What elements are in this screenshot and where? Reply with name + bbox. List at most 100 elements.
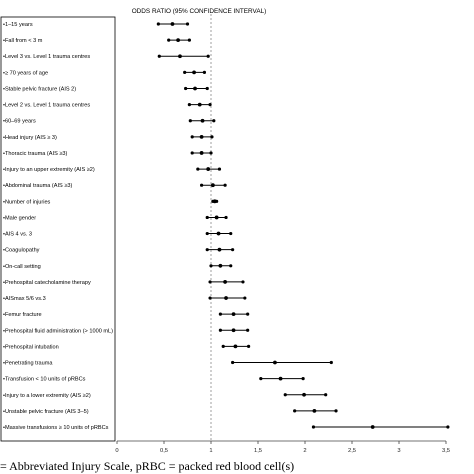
ci-endpoint <box>218 328 222 332</box>
ci-endpoint <box>231 360 235 365</box>
odds-ratio-point <box>210 183 215 188</box>
row-label: •Abdominal trauma (AIS ≥3) <box>3 183 73 189</box>
ci-endpoint <box>229 231 233 236</box>
odds-ratio-point <box>214 215 219 220</box>
x-tick-label: 0,5 <box>160 448 168 454</box>
odds-ratio-point <box>212 199 217 204</box>
row-label: •Male gender <box>3 215 36 221</box>
row-label: •Unstable pelvic fracture (AIS 3–5) <box>3 409 89 415</box>
row-label: •On-call setting <box>3 264 41 270</box>
ci-endpoint <box>188 119 192 123</box>
odds-ratio-point <box>178 54 182 59</box>
x-tick-label: 1,5 <box>254 448 262 454</box>
x-tick-label: 2 <box>303 448 306 454</box>
ci-endpoint <box>231 248 235 252</box>
label-panel <box>0 16 116 442</box>
row-label: •Transfusion < 10 units of pRBCs <box>3 377 86 383</box>
odds-ratio-point <box>233 344 238 349</box>
odds-ratio-point <box>170 22 175 26</box>
x-tick-label: 0 <box>115 448 118 454</box>
row-label: •Prehospital fluid administration (> 100… <box>3 328 113 334</box>
ci-endpoint <box>200 183 204 187</box>
ci-endpoint <box>157 54 161 58</box>
row-label: •Femur fracture <box>3 312 42 318</box>
ci-endpoint <box>334 409 338 413</box>
ci-endpoint <box>184 86 188 91</box>
ci-endpoint <box>206 54 210 58</box>
x-tick-label: 2,5 <box>348 448 356 454</box>
row-label: •Head injury (AIS ≥ 3) <box>3 135 57 141</box>
confidence-intervals <box>156 22 450 429</box>
odds-ratio-point <box>200 118 205 123</box>
ci-endpoint <box>311 425 316 429</box>
ci-endpoint <box>205 248 209 252</box>
x-tick-label: 3 <box>397 448 400 454</box>
ci-endpoint <box>167 38 171 42</box>
row-label: •Prehospital catecholamine therapy <box>3 280 91 286</box>
x-tick-label: 1 <box>209 448 212 454</box>
ci-endpoint <box>283 393 287 397</box>
odds-ratio-point <box>217 247 222 252</box>
odds-ratio-point <box>302 392 306 397</box>
row-label: •Coagulopathy <box>3 248 40 254</box>
ci-endpoint <box>210 135 214 139</box>
row-label: •Number of injuries <box>3 199 51 205</box>
ci-endpoint <box>223 183 227 187</box>
ci-endpoint <box>293 409 297 413</box>
ci-endpoint <box>190 135 194 139</box>
row-label: •Penetrating trauma <box>3 361 53 367</box>
odds-ratio-point <box>218 263 223 268</box>
ci-endpoint <box>205 231 209 236</box>
row-labels: •1–15 years •Fall from < 3 m •Level 3 vs. … <box>3 22 113 431</box>
chart-title: ODDS RATIO (95% CONFIDENCE INTERVAL) <box>132 8 267 15</box>
ci-endpoint <box>446 425 450 429</box>
row-label: •Massive transfusions ≥ 10 units of pRBC… <box>3 425 109 431</box>
row-label: •Thoracic trauma (AIS ≥3) <box>3 151 68 157</box>
ci-endpoint <box>205 86 209 91</box>
ci-endpoint <box>324 393 328 397</box>
ci-endpoint <box>187 103 191 107</box>
ci-endpoint <box>156 22 160 26</box>
odds-ratio-point <box>206 167 211 171</box>
row-label: •AISmax 5/6 vs.3 <box>3 296 46 302</box>
odds-ratio-point <box>216 231 221 236</box>
ci-endpoint <box>247 344 251 348</box>
ci-endpoint <box>209 151 213 155</box>
ci-endpoint <box>301 377 305 381</box>
row-label: •Injury to a lower extremity (AIS ≥2) <box>3 393 91 399</box>
odds-ratio-point <box>370 425 375 429</box>
row-label: •Stable pelvic fracture (AIS 2) <box>3 86 76 92</box>
ci-endpoint <box>185 22 190 26</box>
ci-endpoint <box>229 264 233 268</box>
odds-ratio-point <box>224 296 228 300</box>
row-label: •Prehospital intubation <box>3 344 59 350</box>
ci-endpoint <box>209 264 213 268</box>
row-label: •Level 2 vs. Level 1 trauma centres <box>3 103 90 109</box>
ci-endpoint <box>241 280 245 284</box>
ci-endpoint <box>190 151 194 155</box>
ci-endpoint <box>208 103 212 107</box>
ci-endpoint <box>246 312 250 316</box>
odds-ratio-point <box>231 312 236 317</box>
x-tick-label: 3,5 <box>442 448 450 454</box>
ci-endpoint <box>259 377 263 381</box>
row-label: •Injury to an upper extremity (AIS ≥2) <box>3 167 95 173</box>
odds-ratio-point <box>176 38 181 43</box>
odds-ratio-point <box>199 151 204 155</box>
ci-endpoint <box>205 215 209 220</box>
odds-ratio-point <box>278 376 283 381</box>
ci-endpoint <box>208 280 212 284</box>
ci-endpoint <box>221 344 225 348</box>
odds-ratio-point <box>312 408 317 413</box>
figure-caption: = Abbreviated Injury Scale, pRBC = packe… <box>0 459 295 473</box>
row-label: •Level 3 vs. Level 1 trauma centres <box>3 54 90 60</box>
ci-endpoint <box>224 215 228 220</box>
odds-ratio-point <box>192 70 196 75</box>
ci-endpoint <box>183 70 187 74</box>
ci-endpoint <box>187 38 191 42</box>
ci-endpoint <box>329 360 333 365</box>
odds-ratio-point <box>199 134 204 139</box>
odds-ratio-point <box>197 102 202 107</box>
row-label: •AIS 4 vs. 3 <box>3 232 32 238</box>
